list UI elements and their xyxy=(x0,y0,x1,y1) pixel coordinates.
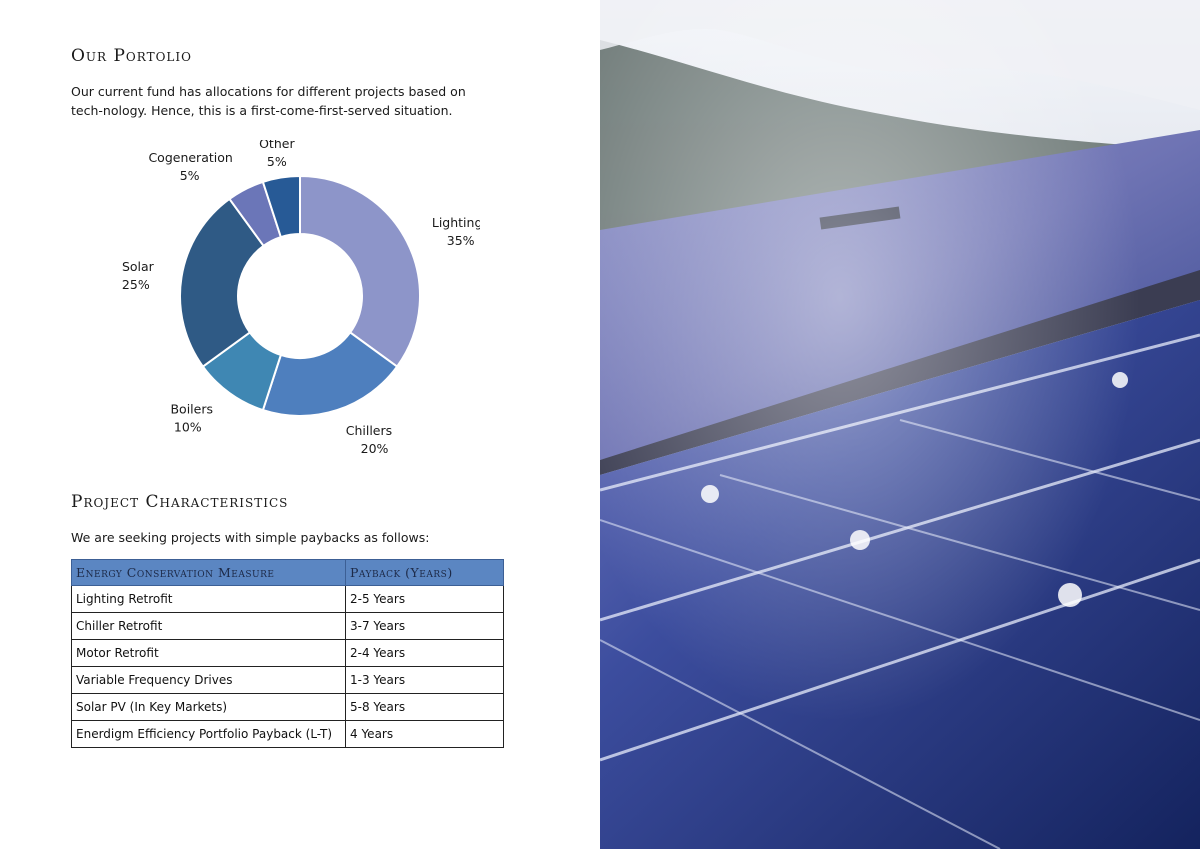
donut-slice-other xyxy=(261,174,301,239)
payback-cell: 2-4 Years xyxy=(345,639,504,667)
table-row: Lighting Retrofit 2-5 Years xyxy=(71,585,504,613)
slice-percent: 35% xyxy=(447,233,475,248)
measure-cell: Enerdigm Efficiency Portfolio Payback (L… xyxy=(71,720,346,748)
measure-cell: Chiller Retrofit xyxy=(71,612,346,640)
donut-slice-chillers xyxy=(261,331,399,417)
portfolio-intro: Our current fund has allocations for dif… xyxy=(71,84,466,118)
table-row: Solar PV (In Key Markets) 5-8 Years xyxy=(71,693,504,721)
slice-label-other: Other 5% xyxy=(259,140,295,169)
measure-cell: Variable Frequency Drives xyxy=(71,666,346,694)
column-header-payback: Payback (Years) xyxy=(345,559,504,586)
measure-cell: Solar PV (In Key Markets) xyxy=(71,693,346,721)
slice-percent: 20% xyxy=(361,441,389,456)
payback-cell: 1-3 Years xyxy=(345,666,504,694)
characteristics-intro: We are seeking projects with simple payb… xyxy=(71,530,430,545)
slice-percent: 10% xyxy=(174,420,202,435)
table-header-row: Energy Conservation Measure Payback (Yea… xyxy=(71,559,504,586)
payback-table: Energy Conservation Measure Payback (Yea… xyxy=(71,559,504,748)
solar-panel-photo xyxy=(600,0,1200,849)
slice-label-chillers: Chillers 20% xyxy=(346,423,392,456)
portfolio-donut-chart: Lighting 35% Chillers 20% Boilers 10% Solar 25%… xyxy=(60,140,480,460)
donut-svg: Lighting 35% Chillers 20% Boilers 10% Solar 25%… xyxy=(122,140,480,456)
table-row: Chiller Retrofit 3-7 Years xyxy=(71,612,504,640)
slice-name: Other xyxy=(259,140,295,151)
table-row: Enerdigm Efficiency Portfolio Payback (L… xyxy=(71,720,504,748)
slice-label-boilers: Boilers 10% xyxy=(170,402,213,435)
slice-name: Lighting xyxy=(432,215,480,230)
slice-label-lighting: Lighting 35% xyxy=(432,215,480,248)
slice-label-solar: Solar 25% xyxy=(122,259,155,292)
payback-cell: 2-5 Years xyxy=(345,585,504,613)
portfolio-heading: Our Portolio xyxy=(71,46,192,66)
slice-name: Solar xyxy=(122,259,155,274)
table-row: Motor Retrofit 2-4 Years xyxy=(71,639,504,667)
donut-slice-lighting xyxy=(299,174,421,368)
slice-percent: 5% xyxy=(267,154,287,169)
column-header-measure: Energy Conservation Measure xyxy=(71,559,346,586)
characteristics-heading: Project Characteristics xyxy=(71,492,289,512)
payback-cell: 4 Years xyxy=(345,720,504,748)
slice-name: Boilers xyxy=(170,402,213,417)
slice-percent: 5% xyxy=(180,168,200,183)
left-page: Our Portolio Our current fund has alloca… xyxy=(60,46,504,748)
payback-cell: 3-7 Years xyxy=(345,612,504,640)
table-row: Variable Frequency Drives 1-3 Years xyxy=(71,666,504,694)
slice-name: Cogeneration xyxy=(148,150,232,165)
measure-cell: Motor Retrofit xyxy=(71,639,346,667)
payback-cell: 5-8 Years xyxy=(345,693,504,721)
slice-label-cogeneration: Cogeneration 5% xyxy=(148,150,232,183)
slice-percent: 25% xyxy=(122,277,150,292)
measure-cell: Lighting Retrofit xyxy=(71,585,346,613)
solar-panel-illustration xyxy=(600,0,1200,849)
donut-slice-solar xyxy=(179,197,265,368)
slice-name: Chillers xyxy=(346,423,392,438)
